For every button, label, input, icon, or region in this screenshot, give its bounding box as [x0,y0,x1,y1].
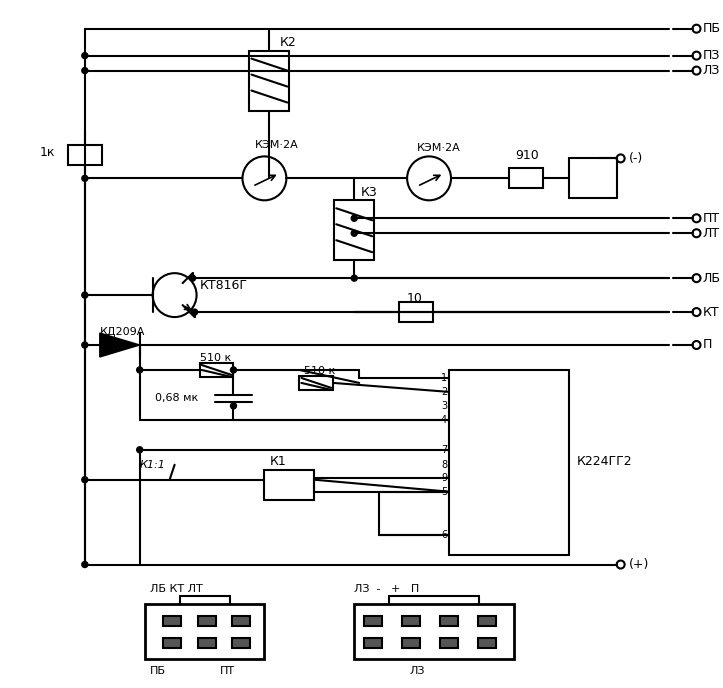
Text: К3: К3 [362,186,378,199]
Text: (+): (+) [628,558,649,571]
Bar [478,638,496,648]
Text: КТ816Г: КТ816Г [200,279,247,292]
Text: 10: 10 [407,292,423,305]
Text: ЛТ: ЛТ [703,227,719,239]
Text: 8: 8 [441,460,447,470]
Text: КЭМ·2А: КЭМ·2А [254,140,298,151]
Circle shape [137,447,142,453]
Text: КЭМ·2А: КЭМ·2А [417,143,461,153]
Circle shape [192,309,197,315]
Bar [299,376,333,390]
Text: ЛЗ: ЛЗ [703,64,720,77]
Bar [354,605,514,659]
Circle shape [407,156,451,200]
Polygon shape [100,333,140,357]
Bar [364,616,382,626]
Bar [200,363,234,377]
Circle shape [693,274,701,282]
Bar [163,638,181,648]
Bar [399,302,433,322]
Bar [440,616,458,626]
Circle shape [82,175,87,182]
Bar [249,51,289,111]
Text: 2: 2 [441,387,447,397]
Text: К1: К1 [270,455,286,469]
Text: К224ГГ2: К224ГГ2 [577,455,633,469]
Text: ПБ: ПБ [150,666,166,676]
Circle shape [266,175,273,182]
Circle shape [617,561,625,568]
Circle shape [693,52,701,60]
Bar [145,605,265,659]
Circle shape [82,477,87,483]
Text: ЛБ КТ ЛТ: ЛБ КТ ЛТ [150,585,202,594]
Text: ЛЗ  -   +   П: ЛЗ - + П [354,585,419,594]
Text: 3: 3 [441,401,447,411]
Text: ПБ: ПБ [703,22,721,35]
Text: ПТ: ПТ [220,666,235,676]
Bar [197,616,215,626]
Circle shape [231,403,236,409]
Circle shape [617,154,625,162]
Text: ЛЗ: ЛЗ [409,666,424,676]
Circle shape [351,215,357,222]
Bar [364,638,382,648]
Circle shape [137,367,142,373]
Bar [402,616,420,626]
Circle shape [693,67,701,74]
Bar [509,169,543,189]
Bar [197,638,215,648]
Text: 910: 910 [515,149,539,162]
Text: 9: 9 [441,473,447,483]
Circle shape [82,561,87,568]
Text: 7: 7 [441,444,447,455]
Text: 5: 5 [441,486,447,497]
Text: 1: 1 [441,373,447,383]
Bar [402,638,420,648]
Circle shape [693,229,701,237]
Text: ЛБ: ЛБ [703,272,721,285]
Text: (-): (-) [628,152,643,165]
Circle shape [693,341,701,349]
Circle shape [189,275,196,281]
Circle shape [242,156,286,200]
Bar [68,145,102,165]
Circle shape [153,273,197,317]
Circle shape [231,367,236,373]
Bar [478,616,496,626]
Bar [334,200,375,260]
Circle shape [693,214,701,222]
Circle shape [693,308,701,316]
Text: 510 к: 510 к [304,366,335,376]
Text: 0,68 мк: 0,68 мк [155,393,198,403]
Circle shape [693,25,701,32]
Bar [440,638,458,648]
Bar [233,638,250,648]
Circle shape [82,342,87,348]
Text: 6: 6 [441,530,447,539]
Text: 510 к: 510 к [200,353,231,363]
Text: П: П [703,338,712,352]
Text: КД209А: КД209А [100,327,145,337]
Circle shape [351,275,357,281]
Text: К1:1: К1:1 [140,460,166,470]
Circle shape [82,67,87,74]
Circle shape [82,52,87,58]
Text: К2: К2 [279,36,296,49]
Text: КТ: КТ [703,305,719,319]
Text: ПЗ: ПЗ [703,49,720,62]
Bar [265,470,315,499]
Circle shape [82,292,87,298]
Text: ПТ: ПТ [703,212,719,225]
Bar [449,370,569,555]
Text: 1к: 1к [40,146,56,159]
Text: 4: 4 [441,415,447,424]
Bar [163,616,181,626]
Circle shape [351,230,357,236]
Bar [233,616,250,626]
